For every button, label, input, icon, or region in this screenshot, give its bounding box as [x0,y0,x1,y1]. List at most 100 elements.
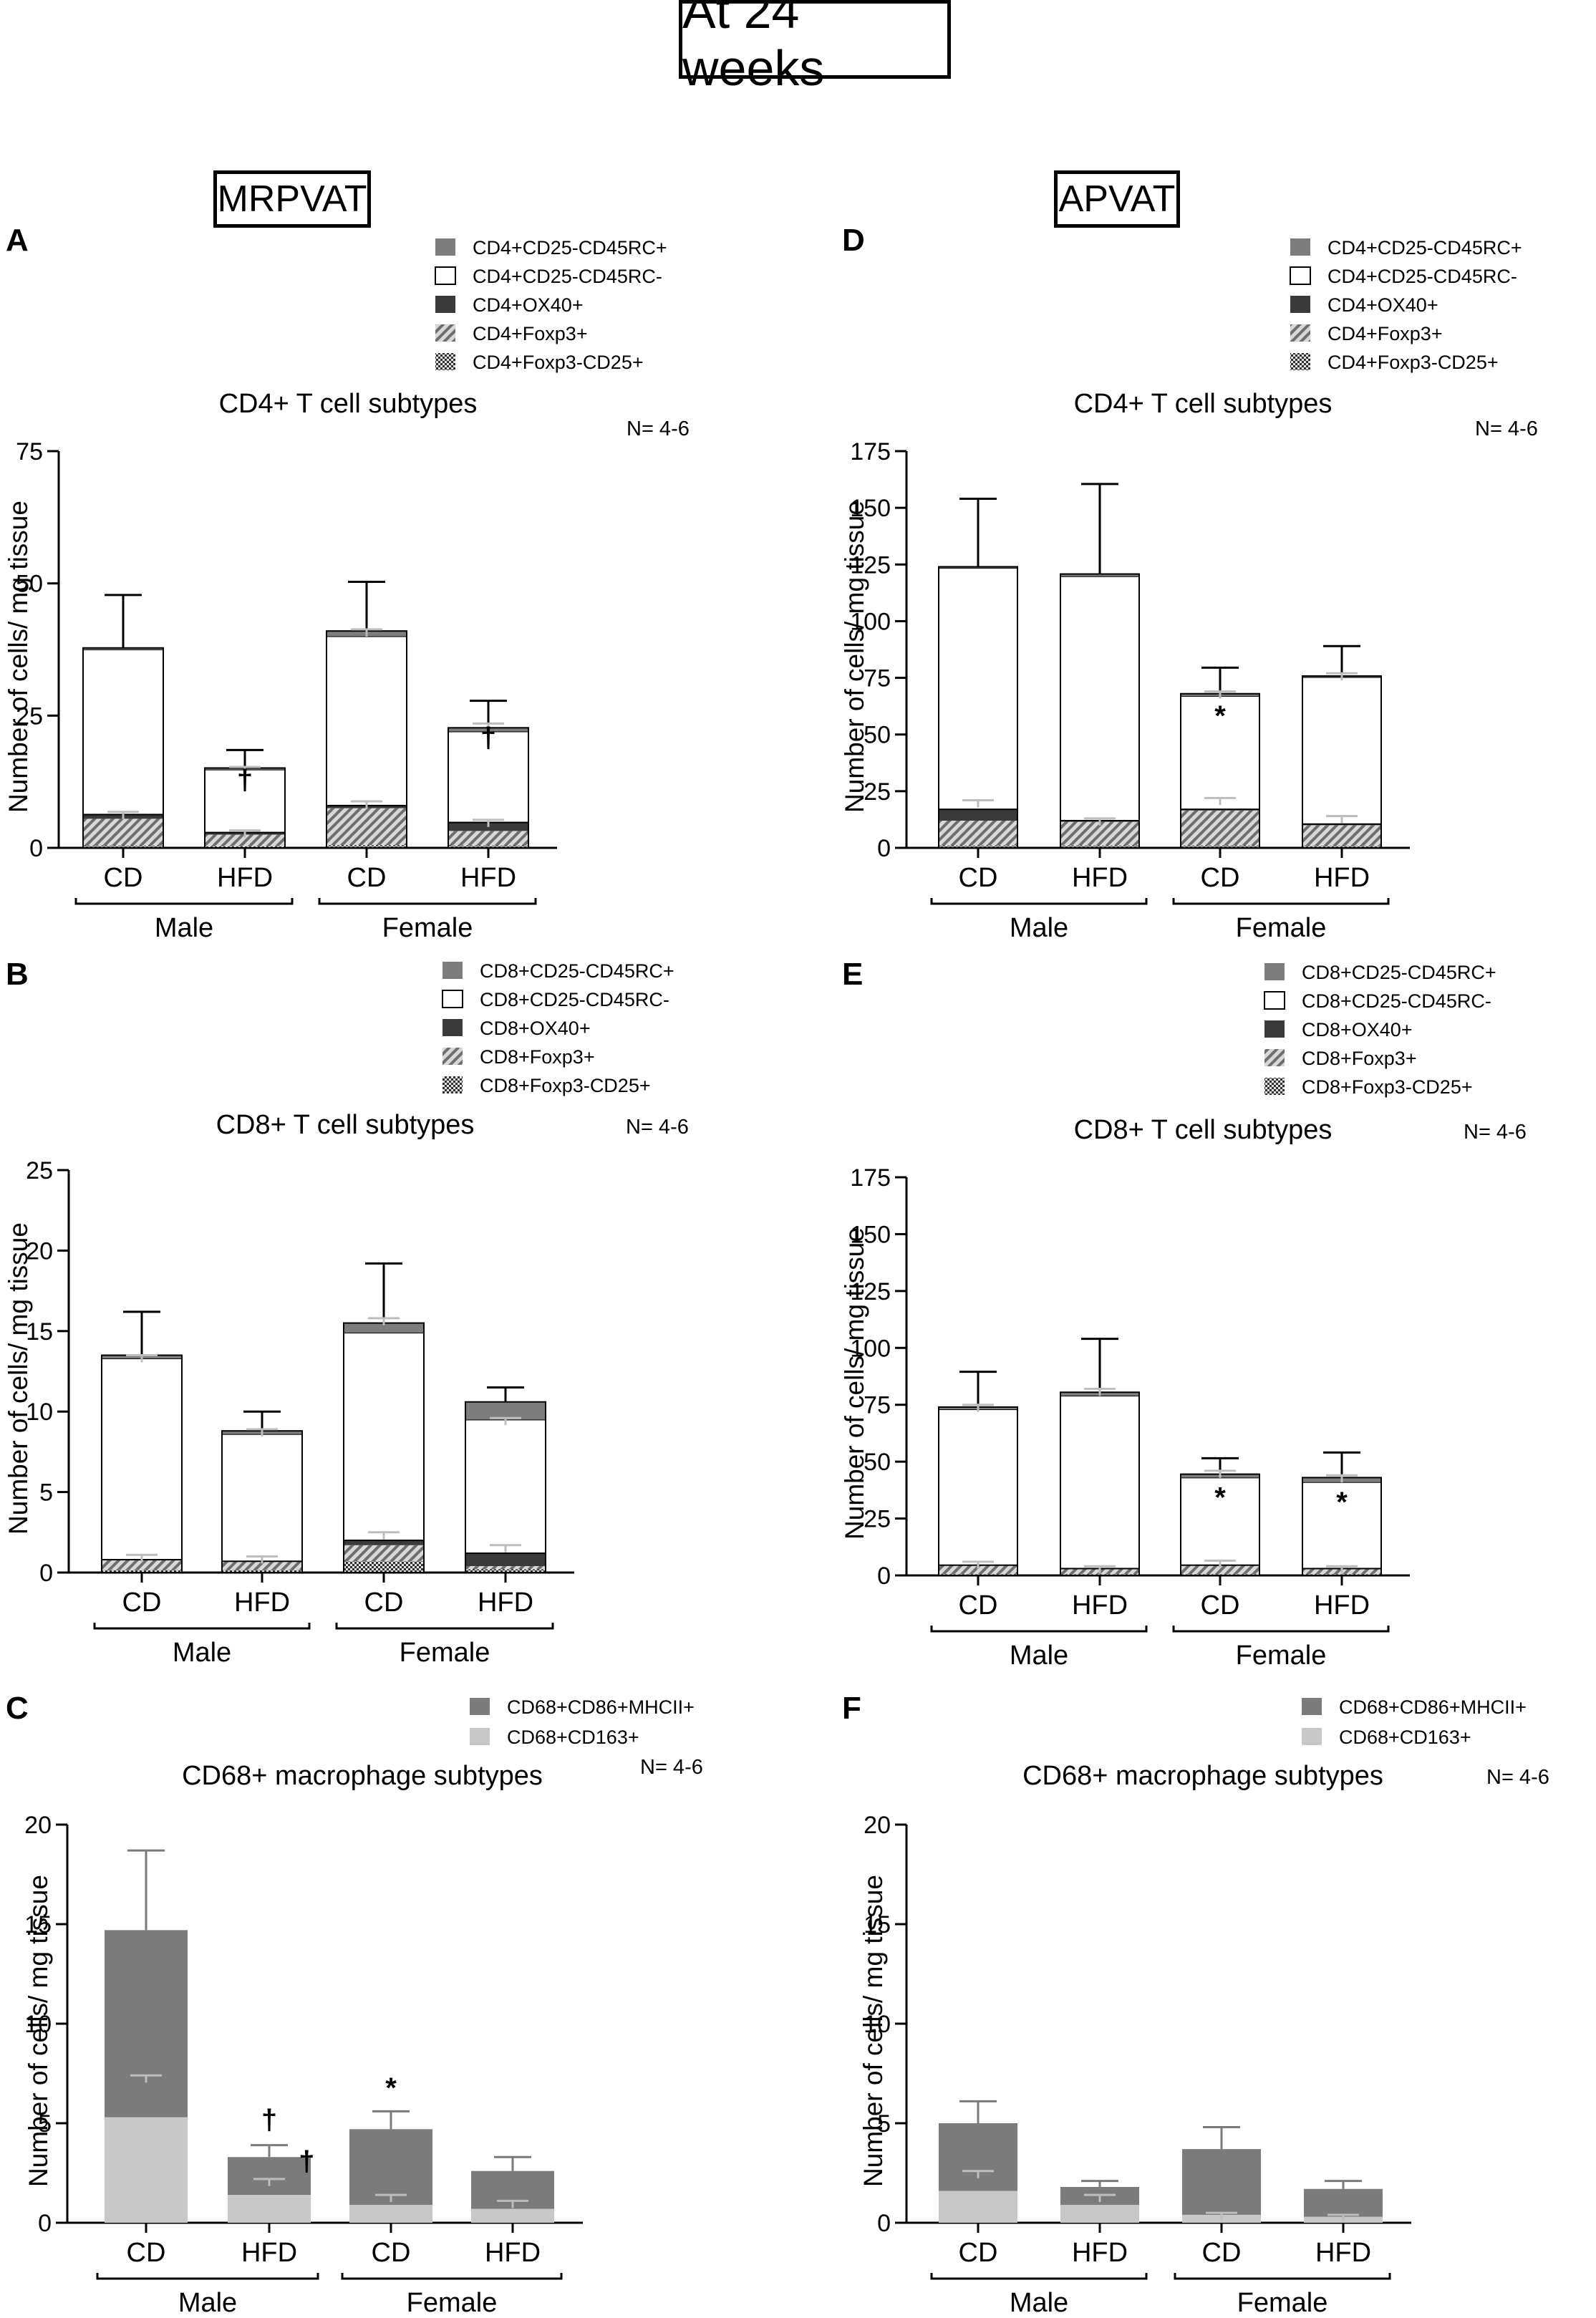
bar-segment-act [344,1323,424,1333]
group-bracket [318,898,537,905]
legend-label: CD4+CD25-CD45RC+ [1327,237,1522,259]
y-tick-label: 175 [850,1164,891,1192]
group-label: Female [1237,2288,1328,2318]
bar-segment-fine [327,845,407,848]
bar-segment-hatch [205,834,285,846]
bar-segment-naive [1180,695,1260,811]
bar-segment-naive [204,768,286,834]
bar-segment-naive [938,1409,1018,1566]
y-tick-label: 10 [26,1399,53,1426]
group-label: Male [178,2288,237,2318]
bar-segment-act [327,631,407,637]
legend-label: CD8+Foxp3-CD25+ [1302,1076,1473,1098]
legend-label: CD4+Foxp3+ [473,323,588,344]
panel-c-title: CD68+ macrophage subtypes [182,1761,543,1791]
legend-swatch-hatch [1290,324,1310,342]
panel-e-letter: E [842,957,863,992]
bar-segment-naive [1302,676,1382,825]
y-tick-label: 20 [24,1812,52,1839]
panel-f: F CD68+CD86+MHCII+ CD68+CD163+ CD68+ macrop… [842,1691,1549,2318]
bar-segment-hatch [1060,1568,1139,1575]
panel-d-y-axis-label: Number of cells/ mg tissue [840,501,869,813]
group-label: Female [382,913,473,943]
group-bracket [74,898,294,905]
legend-swatch-fine [1264,1078,1285,1095]
bar-segment-ox40 [83,814,163,819]
legend-swatch-ox40 [1290,296,1310,313]
bar-outline [1302,1477,1382,1576]
y-tick-label: 75 [16,438,43,465]
x-tick-label: HFD [1072,1590,1128,1621]
bar-segment-act [102,1355,182,1359]
y-tick-label: 50 [864,722,891,749]
significance-mark: * [1214,700,1226,732]
legend-label: CD4+Foxp3+ [1327,323,1443,344]
x-tick-label: HFD [1315,2238,1371,2268]
x-tick-label: HFD [1314,1590,1370,1621]
legend-swatch-m1 [470,1698,490,1715]
bar-segment-ox40 [1181,809,1259,811]
group-bracket [930,898,1148,905]
mrpvat-column-title: MRPVAT [213,170,371,228]
bar-segment-m1 [939,2123,1017,2191]
legend-swatch-hatch [442,1048,463,1065]
bar-segment-m1 [1060,2186,1139,2205]
bar-segment-act [939,1406,1017,1410]
legend-label: CD68+CD163+ [507,1727,639,1748]
group-bracket [335,1623,554,1630]
panel-c-letter: C [6,1691,29,1726]
y-tick-label: 0 [877,1563,891,1590]
legend-label: CD68+CD163+ [1339,1727,1471,1748]
bar-segment-fine [1181,1574,1259,1575]
group-bracket [1174,2273,1391,2280]
panel-b-y-axis-label: Number of cells/ mg tissue [4,1222,33,1535]
panel-a-y-axis-label: Number of cells/ mg tissue [4,501,33,813]
y-tick-label: 0 [877,835,891,862]
bar-segment-hatch [939,1565,1017,1575]
panel-e: E CD8+CD25-CD45RC+ CD8+CD25-CD45RC- CD8+OX4… [840,957,1527,1671]
bar-segment-ox40 [448,822,528,831]
x-tick-label: HFD [1314,863,1370,893]
x-tick-label: CD [104,863,143,893]
y-tick-label: 0 [38,2210,52,2237]
legend-label: CD4+OX40+ [1327,294,1438,316]
bar-segment-naive [343,1332,425,1542]
panel-e-y-axis-label: Number of cells/ mg tissue [840,1227,869,1540]
bar-outline [1180,692,1260,849]
group-label: Male [1010,2288,1068,2318]
legend-swatch-naive [435,266,456,285]
bar-segment-naive [1060,1395,1140,1570]
y-tick-label: 100 [850,1335,891,1362]
panel-f-n-label: N= 4-6 [1486,1766,1549,1789]
bar-segment-m1 [228,2157,311,2196]
y-tick-label: 0 [877,2210,891,2237]
bar-segment-m1 [349,2129,432,2205]
bar-segment-hatch [344,1545,424,1562]
legend-label: CD4+OX40+ [473,294,584,316]
group-label: Male [1010,913,1068,943]
bar-segment-hatch [448,831,528,846]
bar-segment-fine [448,846,528,848]
x-tick-label: HFD [485,2238,541,2268]
bar-segment-fine [1181,845,1259,848]
x-tick-label: CD [122,1588,162,1618]
bar-segment-hatch [1302,825,1381,846]
y-tick-label: 10 [24,2011,52,2038]
legend-label: CD8+Foxp3-CD25+ [480,1075,651,1096]
legend-label: CD4+CD25-CD45RC- [1327,266,1517,287]
bar-segment-naive [221,1433,303,1563]
legend-label: CD8+OX40+ [480,1018,591,1039]
panel-a-title: CD4+ T cell subtypes [219,389,478,419]
bar-outline [1060,1391,1140,1576]
bar-segment-m2 [1304,2216,1383,2223]
x-tick-label: CD [1201,1590,1240,1621]
group-label: Male [173,1638,231,1668]
bar-outline [1060,573,1140,849]
bar-segment-act [1181,693,1259,696]
bar-segment-fine [222,1570,302,1573]
y-tick-label: 15 [864,1911,891,1938]
bar-outline [448,727,529,849]
bar-segment-m1 [471,2170,554,2209]
bar-outline [221,1430,303,1574]
